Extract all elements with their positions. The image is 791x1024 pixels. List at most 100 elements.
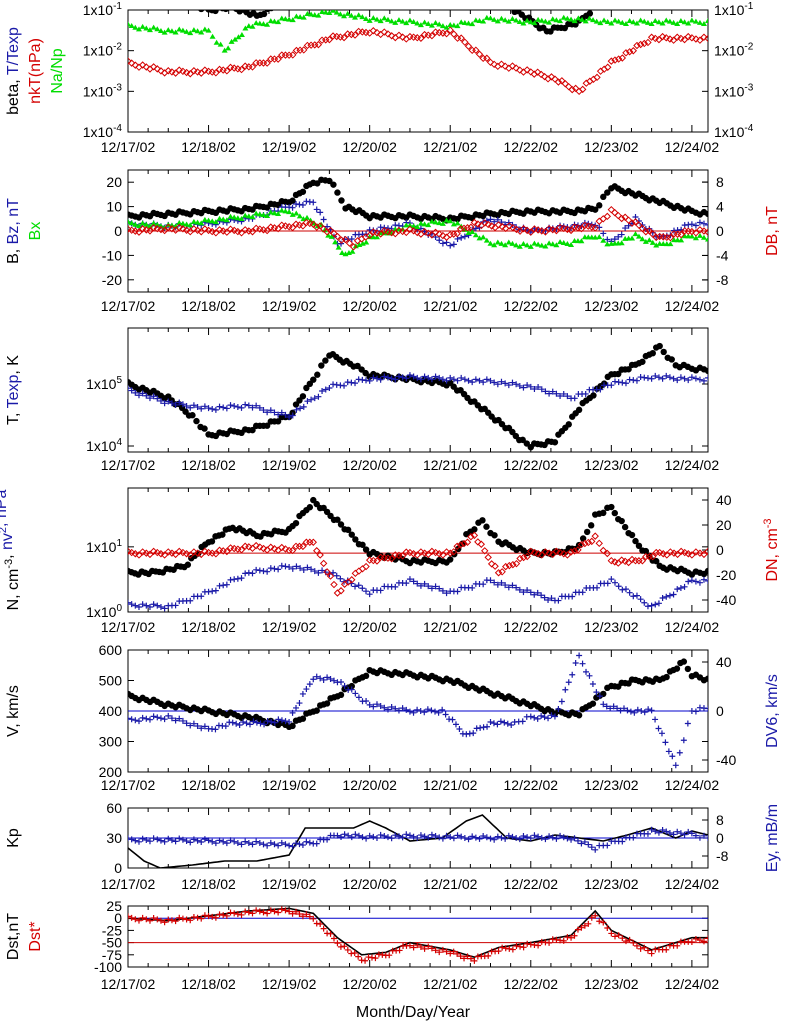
data-point [363,835,370,842]
data-point [428,32,436,40]
y2-axis-label: DB, nT [764,206,781,256]
data-point [512,64,520,72]
data-point [552,547,561,556]
data-point [677,830,684,837]
data-point [179,225,187,233]
data-point [256,211,263,217]
data-point [212,219,219,225]
data-point [223,217,230,223]
data-point [672,762,679,769]
data-point [531,20,538,26]
data-point [685,828,692,835]
data-point [414,224,421,230]
data-point [618,240,625,246]
data-point [296,911,303,918]
y-tick-label: 1x10-1 [83,1,123,18]
data-point [611,208,619,217]
data-point [138,61,147,69]
data-point [504,720,511,727]
data-point [205,837,212,844]
data-point [165,916,172,923]
data-point [256,839,263,846]
data-point [570,547,579,555]
data-point [692,229,700,237]
data-point [260,909,267,916]
data-point [128,385,131,392]
data-point [132,602,139,609]
data-point [271,18,278,24]
data-point [692,35,700,43]
data-point [428,831,435,838]
data-point [656,342,663,350]
data-point [256,908,263,915]
data-point [449,716,456,723]
data-point [282,718,289,725]
data-point [615,370,622,378]
data-point [246,721,253,728]
data-point [187,222,194,228]
y-tick-label: 60 [106,800,122,816]
data-point [337,691,345,699]
data-point [252,541,260,550]
data-point [436,834,443,841]
data-point [704,367,708,375]
data-point [542,388,549,395]
data-point [341,943,348,950]
data-point [299,222,307,230]
data-point [395,833,402,840]
data-point [571,395,578,402]
data-point [553,390,560,397]
data-point [238,841,245,848]
data-point [619,19,626,25]
data-point [172,0,178,4]
x-tick-label: 12/23/02 [584,876,639,892]
data-point [516,554,524,563]
data-point [541,594,548,601]
x-tick-label: 12/23/02 [584,976,639,992]
data-point [271,565,278,572]
data-point [649,230,657,238]
data-point [592,912,599,919]
data-point [553,242,560,248]
data-point [128,57,132,65]
data-point [205,405,212,412]
data-point [484,220,492,229]
data-point [264,21,271,27]
data-point [480,18,487,24]
data-point [527,547,535,556]
data-point [472,17,479,23]
y2-tick-label: 1x10-2 [714,42,754,59]
data-point [256,404,263,411]
data-point [316,551,324,559]
data-point [472,225,479,232]
data-point [505,222,514,230]
data-point [308,566,315,573]
data-point [644,830,651,837]
data-point [191,1,197,7]
data-point [618,517,625,525]
data-point [530,548,539,557]
data-point [242,838,249,845]
data-point [705,705,708,712]
series-ey [128,826,708,853]
data-point [700,33,708,41]
data-point [450,835,457,842]
data-point [594,1,600,7]
data-point [355,694,362,701]
data-point [204,226,213,235]
x-tick-label: 12/22/02 [504,298,559,314]
data-point [549,241,556,247]
data-point [447,374,454,381]
data-point [168,917,175,924]
y2-tick-label: -40 [716,592,736,608]
data-point [594,584,601,591]
data-point [498,222,506,231]
data-point [165,398,172,405]
data-point [425,222,432,228]
data-point [638,557,647,565]
data-point [190,225,198,233]
data-point [264,10,271,13]
data-point [187,839,194,846]
data-point [494,239,501,245]
data-point [128,23,135,29]
